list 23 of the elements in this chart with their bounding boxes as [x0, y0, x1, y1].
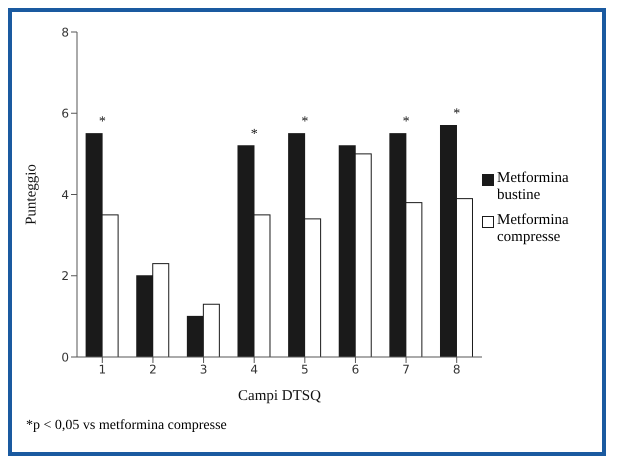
annotation: *: [250, 126, 258, 142]
y-tick-label: 8: [61, 25, 69, 40]
x-tick-label: 3: [200, 362, 208, 377]
text: *p < 0,05 vs metformina compresse: [26, 418, 228, 434]
annotation: *: [453, 106, 460, 122]
y-tick-label: 0: [61, 350, 69, 364]
x-tick-label: 7: [402, 362, 410, 377]
legend-label: Metformina compresse: [497, 212, 570, 246]
x-tick-label: 1: [98, 362, 106, 377]
annotation: *: [98, 114, 106, 130]
legend-label: Metformina bustine: [497, 170, 570, 204]
x-tick-label: 6: [352, 362, 360, 377]
y-axis-title: Punteggio: [23, 164, 40, 225]
y-tick-label: 2: [61, 269, 69, 284]
x-axis-title: Campi DTSQ: [238, 388, 322, 404]
annotation: *: [301, 114, 308, 130]
x-tick-label: 5: [300, 362, 309, 377]
x-tick-label: 2: [149, 362, 157, 377]
y-tick-label: 4: [61, 188, 69, 202]
annotation: *: [402, 114, 410, 130]
x-tick-label: 4: [250, 362, 258, 377]
x-tick-label: 8: [452, 362, 461, 377]
y-tick-label: 6: [61, 106, 69, 121]
